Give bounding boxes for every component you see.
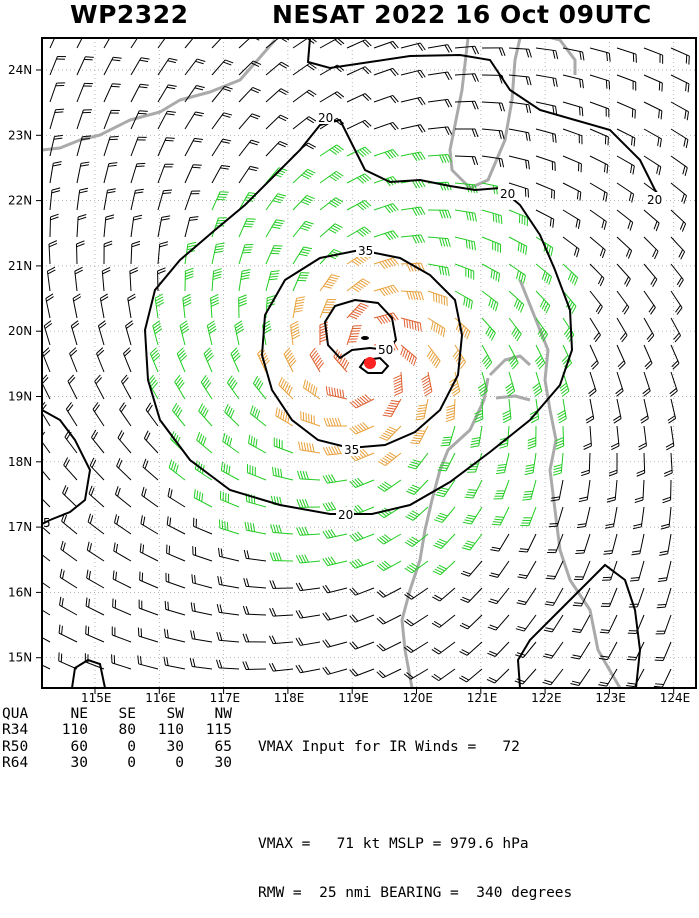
- lat-label: 16N: [8, 585, 32, 599]
- storm-center-marker: [364, 357, 376, 369]
- lat-label: 18N: [8, 455, 32, 469]
- lon-label: 124E: [660, 691, 691, 705]
- contour-label: 20: [338, 508, 353, 522]
- info-spacer: [258, 787, 572, 803]
- vmax-mslp-line: VMAX = 71 kt MSLP = 979.6 hPa: [258, 836, 572, 852]
- table-row: R50 60 0 30 65: [2, 739, 232, 755]
- lon-label: 122E: [531, 691, 562, 705]
- table-cell: 0: [88, 739, 136, 755]
- wind-field-map: 20 20 20 20 35 35 50 5 24N 23N 22N 21N 20N 19…: [0, 0, 699, 705]
- lat-label: 20N: [8, 324, 32, 338]
- contour-label: 20: [318, 111, 333, 125]
- lon-label: 123E: [595, 691, 626, 705]
- table-cell: 30: [184, 755, 232, 771]
- lon-label: 118E: [274, 691, 305, 705]
- latitude-labels: 24N 23N 22N 21N 20N 19N 18N 17N 16N 15N: [8, 63, 32, 665]
- lat-label: 17N: [8, 520, 32, 534]
- table-header-row: QUA NE SE SW NW: [2, 706, 232, 722]
- table-header: SW: [136, 706, 184, 722]
- table-cell: 30: [136, 739, 184, 755]
- table-header: NW: [184, 706, 232, 722]
- table-cell: 80: [88, 722, 136, 738]
- contour-label: 20: [500, 187, 515, 201]
- center-dot: [361, 336, 369, 340]
- lon-label: 117E: [210, 691, 241, 705]
- lon-label: 119E: [338, 691, 369, 705]
- vmax-input-line: VMAX Input for IR Winds = 72: [258, 739, 572, 755]
- table-cell: 60: [40, 739, 88, 755]
- table-row: R64 30 0 0 30: [2, 755, 232, 771]
- table-cell: 110: [136, 722, 184, 738]
- lat-label: 15N: [8, 651, 32, 665]
- lon-label: 121E: [467, 691, 498, 705]
- table-cell: 30: [40, 755, 88, 771]
- table-cell: 110: [40, 722, 88, 738]
- contour-label: 20: [647, 193, 662, 207]
- rmw-bearing-line: RMW = 25 nmi BEARING = 340 degrees: [258, 885, 572, 901]
- contour-label: 35: [358, 244, 373, 258]
- table-cell: 0: [88, 755, 136, 771]
- row-label: R50: [2, 739, 40, 755]
- table-header: SE: [88, 706, 136, 722]
- contour-label: 5: [43, 516, 51, 530]
- lat-label: 19N: [8, 390, 32, 404]
- lon-label: 120E: [403, 691, 434, 705]
- lat-label: 21N: [8, 259, 32, 273]
- table-cell: 115: [184, 722, 232, 738]
- table-cell: 65: [184, 739, 232, 755]
- intensity-info: VMAX Input for IR Winds = 72 VMAX = 71 k…: [258, 706, 572, 918]
- row-label: R34: [2, 722, 40, 738]
- lon-label: 115E: [81, 691, 112, 705]
- contour-label: 50: [378, 343, 393, 357]
- contour-label: 35: [344, 443, 359, 457]
- longitude-labels: 115E 116E 117E 118E 119E 120E 121E 122E 123E 124E: [81, 691, 690, 705]
- lon-label: 116E: [145, 691, 176, 705]
- lat-label: 24N: [8, 63, 32, 77]
- wind-radii-table: QUA NE SE SW NW R34 110 80 110 115 R50 6…: [2, 706, 232, 771]
- table-header: QUA: [2, 706, 40, 722]
- table-row: R34 110 80 110 115: [2, 722, 232, 738]
- table-cell: 0: [136, 755, 184, 771]
- lat-label: 23N: [8, 128, 32, 142]
- row-label: R64: [2, 755, 40, 771]
- lat-label: 22N: [8, 194, 32, 208]
- table-header: NE: [40, 706, 88, 722]
